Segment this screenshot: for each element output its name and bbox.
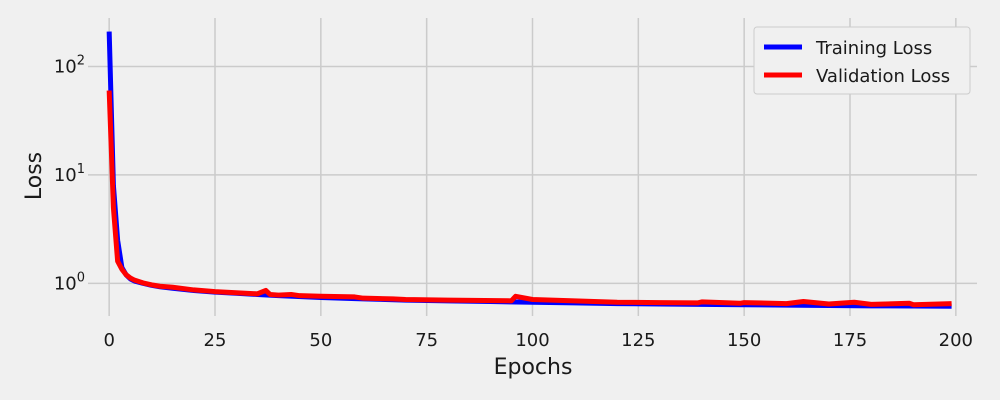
legend: Training Loss Validation Loss [753, 26, 971, 95]
legend-label-validation-loss: Validation Loss [816, 66, 950, 87]
x-tick-label: 100 [515, 330, 549, 351]
y-axis-label: Loss [22, 152, 47, 200]
x-tick-label: 0 [103, 330, 114, 351]
x-tick-label: 200 [939, 330, 973, 351]
y-tick-label: 101 [54, 162, 85, 186]
legend-label-training-loss: Training Loss [815, 38, 932, 59]
x-tick-label: 150 [727, 330, 761, 351]
y-tick-label: 102 [54, 53, 85, 77]
x-axis-label: Epochs [494, 355, 573, 380]
x-tick-label: 50 [309, 330, 332, 351]
x-tick-label: 75 [415, 330, 438, 351]
x-tick-labels: 0 25 50 75 100 125 150 175 200 [103, 330, 973, 351]
series-layer [106, 31, 952, 309]
x-tick-label: 125 [621, 330, 655, 351]
series-line-validation-loss [106, 90, 952, 308]
x-tick-label: 175 [833, 330, 867, 351]
x-tick-label: 25 [204, 330, 227, 351]
y-tick-labels: 100 101 102 [54, 53, 85, 294]
y-tick-label: 100 [54, 270, 85, 294]
legend-box [753, 26, 971, 95]
